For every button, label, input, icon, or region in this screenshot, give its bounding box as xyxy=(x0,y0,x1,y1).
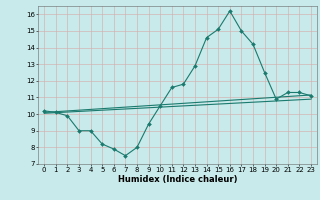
X-axis label: Humidex (Indice chaleur): Humidex (Indice chaleur) xyxy=(118,175,237,184)
